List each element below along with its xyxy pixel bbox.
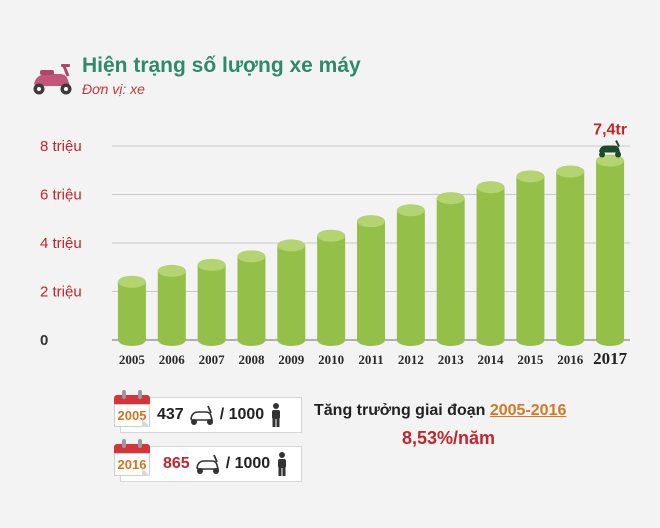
bar-top (197, 258, 226, 271)
calendar-icon: 2005 (114, 390, 150, 427)
growth-rate: 8,53%/năm (402, 428, 496, 448)
bar (436, 198, 465, 340)
bar (117, 281, 146, 340)
bar-top (396, 204, 425, 217)
bar-base (436, 334, 465, 346)
stat-box-2005: 2005 437 / 1000 (114, 390, 302, 433)
x-tick-label: 2009 (278, 352, 305, 367)
bar-base (556, 334, 585, 346)
bar-top (117, 275, 146, 288)
scooter-icon (599, 140, 622, 158)
bar-base (197, 334, 226, 346)
bar-top (277, 239, 306, 252)
x-tick-label: 2008 (238, 352, 265, 367)
bar (317, 235, 346, 340)
person-icon (276, 452, 288, 476)
x-tick-label: 2016 (557, 352, 584, 367)
data-label: 7,4tr (593, 122, 627, 139)
x-tick-label: 2005 (119, 352, 146, 367)
scooter-icon (26, 62, 78, 101)
bar-top (357, 215, 385, 228)
bar-base (117, 334, 146, 346)
bar (396, 210, 425, 340)
bar (516, 176, 545, 340)
x-tick-label: 2017 (593, 349, 628, 368)
x-tick-label: 2014 (478, 352, 505, 367)
y-tick-label: 2 triệu (40, 284, 82, 301)
bar-top (476, 181, 505, 194)
bar (197, 264, 226, 340)
bar-base (476, 334, 505, 346)
bar-base (237, 334, 266, 346)
growth-prefix: Tăng trưởng giai đoạn (314, 402, 486, 419)
unit-label: Đơn vị: xe (82, 81, 145, 97)
person-icon (270, 403, 282, 427)
page-title: Hiện trạng số lượng xe máy (82, 54, 361, 77)
bar-base (357, 334, 385, 346)
bar-base (157, 334, 186, 346)
bar (596, 160, 625, 340)
calendar-icon: 2016 (114, 439, 150, 476)
bar (237, 256, 266, 340)
scooter-icon (192, 453, 222, 475)
bar-base (277, 334, 306, 346)
stat-unit: / 1000 (225, 455, 271, 472)
bar (157, 270, 186, 340)
x-tick-label: 2006 (159, 352, 186, 367)
x-tick-label: 2015 (517, 352, 544, 367)
bar (556, 171, 585, 340)
bar-top (556, 165, 585, 178)
bar (357, 221, 385, 340)
x-tick-label: 2013 (438, 352, 465, 367)
y-tick-label: 6 triệu (40, 187, 82, 204)
stat-value: 437 (157, 406, 184, 423)
bar-top (436, 192, 465, 205)
bar (277, 245, 306, 340)
x-tick-label: 2012 (398, 352, 424, 367)
stat-year: 2016 (117, 457, 147, 472)
bar-base (516, 334, 545, 346)
bar-base (596, 334, 625, 346)
scooter-icon (186, 404, 216, 426)
x-tick-label: 2011 (358, 352, 383, 367)
growth-period: 2005-2016 (489, 402, 567, 419)
bar-top (157, 264, 186, 277)
x-tick-label: 2007 (199, 352, 226, 367)
y-tick-label: 4 triệu (40, 235, 82, 252)
stat-unit: / 1000 (219, 406, 265, 423)
stat-value: 865 (163, 455, 190, 472)
x-tick-label: 2010 (318, 352, 344, 367)
y-tick-label: 0 (40, 332, 48, 349)
stat-box-2016: 2016 865 / 1000 (114, 439, 302, 482)
bar-base (317, 334, 346, 346)
growth-title: Tăng trưởng giai đoạn 2005-2016 (314, 402, 566, 420)
bar-base (396, 334, 425, 346)
bar (476, 187, 505, 340)
bar-top (317, 229, 346, 242)
bar-top (237, 250, 266, 263)
y-tick-label: 8 triệu (40, 138, 82, 155)
bar-top (596, 154, 625, 167)
bar-top (516, 170, 545, 183)
stat-year: 2005 (117, 408, 147, 423)
